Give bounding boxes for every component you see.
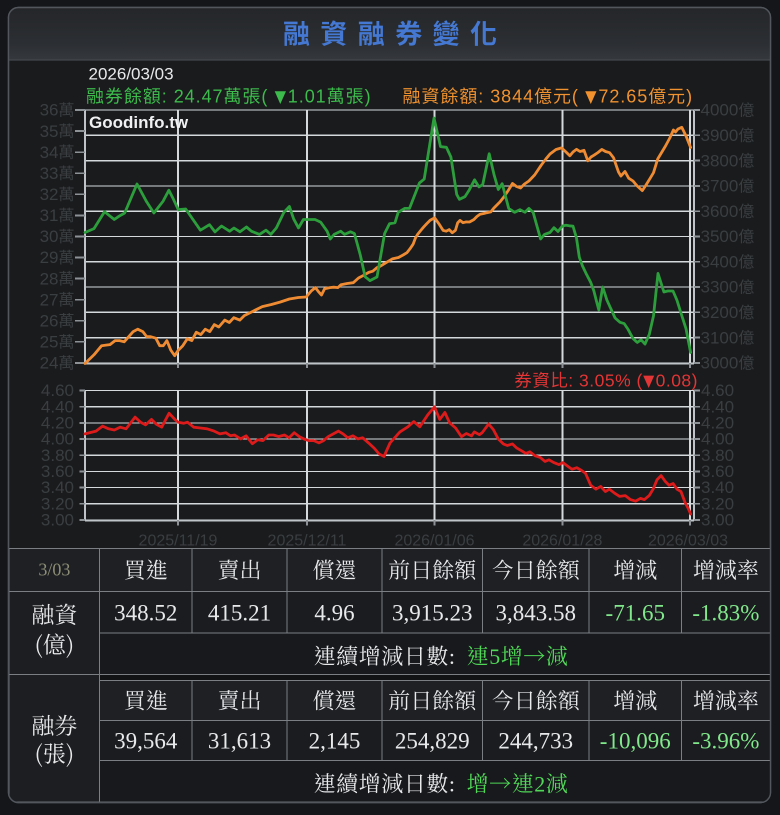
svg-text:4000: 4000	[701, 101, 739, 120]
svg-text:33: 33	[40, 164, 59, 183]
svg-text:1.01: 1.01	[288, 87, 327, 107]
svg-text:31,613: 31,613	[208, 729, 271, 754]
svg-text:2: 2	[534, 772, 546, 797]
svg-text:(: (	[261, 87, 268, 107]
svg-text:2026/03/03: 2026/03/03	[89, 65, 174, 84]
svg-text:2,145: 2,145	[309, 729, 361, 754]
svg-text:2025/12/11: 2025/12/11	[268, 533, 347, 550]
svg-text:3.20: 3.20	[41, 494, 74, 513]
svg-text:3900: 3900	[701, 126, 739, 145]
svg-text:72.65: 72.65	[598, 87, 648, 107]
svg-text:-71.65: -71.65	[606, 601, 665, 626]
svg-text:0.08): 0.08)	[656, 371, 698, 391]
svg-text:4.20: 4.20	[41, 414, 74, 433]
svg-text:3/03: 3/03	[38, 560, 70, 580]
svg-text:2026/01/28: 2026/01/28	[522, 533, 602, 550]
svg-text:3.00: 3.00	[41, 511, 74, 530]
svg-text:30: 30	[40, 227, 59, 246]
svg-text:4.60: 4.60	[41, 381, 74, 400]
svg-text:4.20: 4.20	[701, 414, 734, 433]
svg-text:3.00: 3.00	[701, 511, 734, 530]
svg-text:3000: 3000	[701, 354, 739, 373]
svg-text:): )	[365, 87, 372, 107]
svg-text:3.80: 3.80	[41, 446, 74, 465]
svg-text:36: 36	[40, 101, 59, 120]
svg-text:27: 27	[40, 290, 59, 309]
svg-text:415.21: 415.21	[208, 601, 271, 626]
svg-text:3400: 3400	[701, 252, 739, 271]
svg-text:: 24.47: : 24.47	[162, 87, 224, 107]
svg-text:5: 5	[489, 644, 501, 669]
svg-text:-3.96%: -3.96%	[692, 729, 759, 754]
svg-text:2026/03/03: 2026/03/03	[648, 533, 728, 550]
svg-text:3,915.23: 3,915.23	[392, 601, 473, 626]
svg-text:3,843.58: 3,843.58	[496, 601, 577, 626]
svg-text:4.60: 4.60	[701, 381, 734, 400]
svg-text:: 3.05% (: : 3.05% (	[568, 371, 643, 391]
svg-text:3.40: 3.40	[41, 478, 74, 497]
svg-text::: :	[449, 772, 456, 797]
svg-text:3500: 3500	[701, 227, 739, 246]
svg-text:4.96: 4.96	[314, 601, 354, 626]
svg-text:3.80: 3.80	[701, 446, 734, 465]
svg-text:34: 34	[40, 143, 59, 162]
svg-text:3700: 3700	[701, 177, 739, 196]
svg-text:3.20: 3.20	[701, 494, 734, 513]
svg-text:3600: 3600	[701, 202, 739, 221]
svg-text:39,564: 39,564	[114, 729, 178, 754]
svg-text:Goodinfo.tw: Goodinfo.tw	[89, 113, 189, 132]
svg-text:32: 32	[40, 185, 59, 204]
svg-text:4.40: 4.40	[701, 397, 734, 416]
svg-text:31: 31	[40, 206, 59, 225]
svg-text:254,829: 254,829	[395, 729, 470, 754]
svg-text:3200: 3200	[701, 303, 739, 322]
svg-text:25: 25	[40, 333, 59, 352]
svg-text:3.60: 3.60	[701, 462, 734, 481]
svg-text:24: 24	[40, 354, 59, 373]
svg-text:35: 35	[40, 122, 59, 141]
svg-text:3300: 3300	[701, 278, 739, 297]
svg-text:-10,096: -10,096	[600, 729, 671, 754]
svg-text:244,733: 244,733	[498, 729, 573, 754]
svg-text:29: 29	[40, 248, 59, 267]
svg-text::: :	[449, 644, 456, 669]
svg-text:4.00: 4.00	[41, 430, 74, 449]
svg-text:3800: 3800	[701, 151, 739, 170]
svg-text:26: 26	[40, 311, 59, 330]
svg-text:3.60: 3.60	[41, 462, 74, 481]
svg-text:3.40: 3.40	[701, 478, 734, 497]
svg-text:(: (	[572, 87, 579, 107]
svg-text:4.40: 4.40	[41, 397, 74, 416]
svg-text:-1.83%: -1.83%	[692, 601, 759, 626]
svg-text:4.00: 4.00	[701, 430, 734, 449]
svg-text:3100: 3100	[701, 328, 739, 347]
svg-text:348.52: 348.52	[114, 601, 177, 626]
svg-text:: 3844: : 3844	[478, 87, 534, 107]
svg-text:2026/01/06: 2026/01/06	[394, 533, 474, 550]
svg-text:): )	[686, 87, 693, 107]
svg-text:2025/11/19: 2025/11/19	[139, 533, 218, 550]
svg-text:28: 28	[40, 269, 59, 288]
